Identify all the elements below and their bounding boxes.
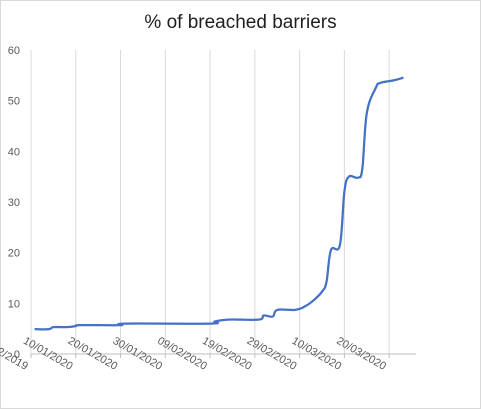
gridlines [30, 50, 390, 354]
y-tick-label-4: 40 [8, 146, 20, 158]
y-tick-label-2: 20 [8, 248, 20, 260]
y-tick-label-6: 60 [8, 45, 20, 57]
y-tick-label-0: 0 [14, 349, 20, 361]
series [34, 76, 404, 331]
x-tick-labels: 31/12/201910/01/202020/01/202030/01/2020… [0, 335, 388, 373]
y-tick-label-1: 10 [8, 298, 20, 310]
y-tick-label-5: 50 [8, 96, 20, 108]
series-line-0 [34, 76, 404, 331]
y-tick-label-3: 30 [8, 197, 20, 209]
y-tick-labels: 0 10 20 30 40 50 60 [8, 45, 20, 361]
chart-title: % of breached barriers [144, 12, 337, 33]
axes [30, 353, 416, 358]
